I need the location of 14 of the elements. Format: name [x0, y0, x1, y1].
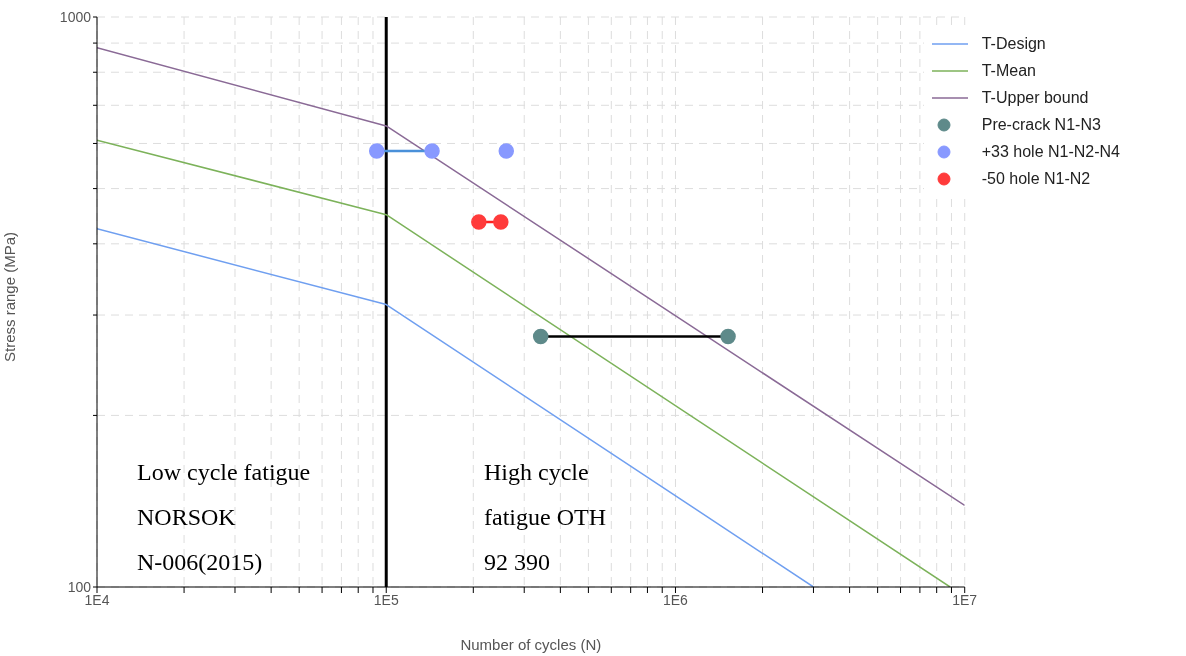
y-tick-label: 1000 — [59, 8, 92, 25]
annotation: High cycle fatigue OTH 92 390 — [484, 458, 606, 577]
x-tick-label: 1E6 — [663, 591, 689, 608]
legend-label: -50 hole N1-N2 — [981, 169, 1091, 188]
x-tick-label: 1E5 — [373, 591, 399, 608]
legend-label: T-Upper bound — [981, 88, 1089, 107]
legend-label: Pre-crack N1-N3 — [981, 115, 1101, 134]
annotation: Low cycle fatigue NORSOK N-006(2015) — [137, 458, 311, 577]
x-tick-label: 1E7 — [952, 591, 978, 608]
legend-label: T-Design — [981, 34, 1046, 53]
x-axis-title: Number of cycles (N) — [460, 636, 602, 653]
legend-label: +33 hole N1-N2-N4 — [981, 142, 1120, 161]
legend-label: T-Mean — [981, 61, 1036, 80]
y-axis-title: Stress range (MPa) — [1, 231, 19, 362]
